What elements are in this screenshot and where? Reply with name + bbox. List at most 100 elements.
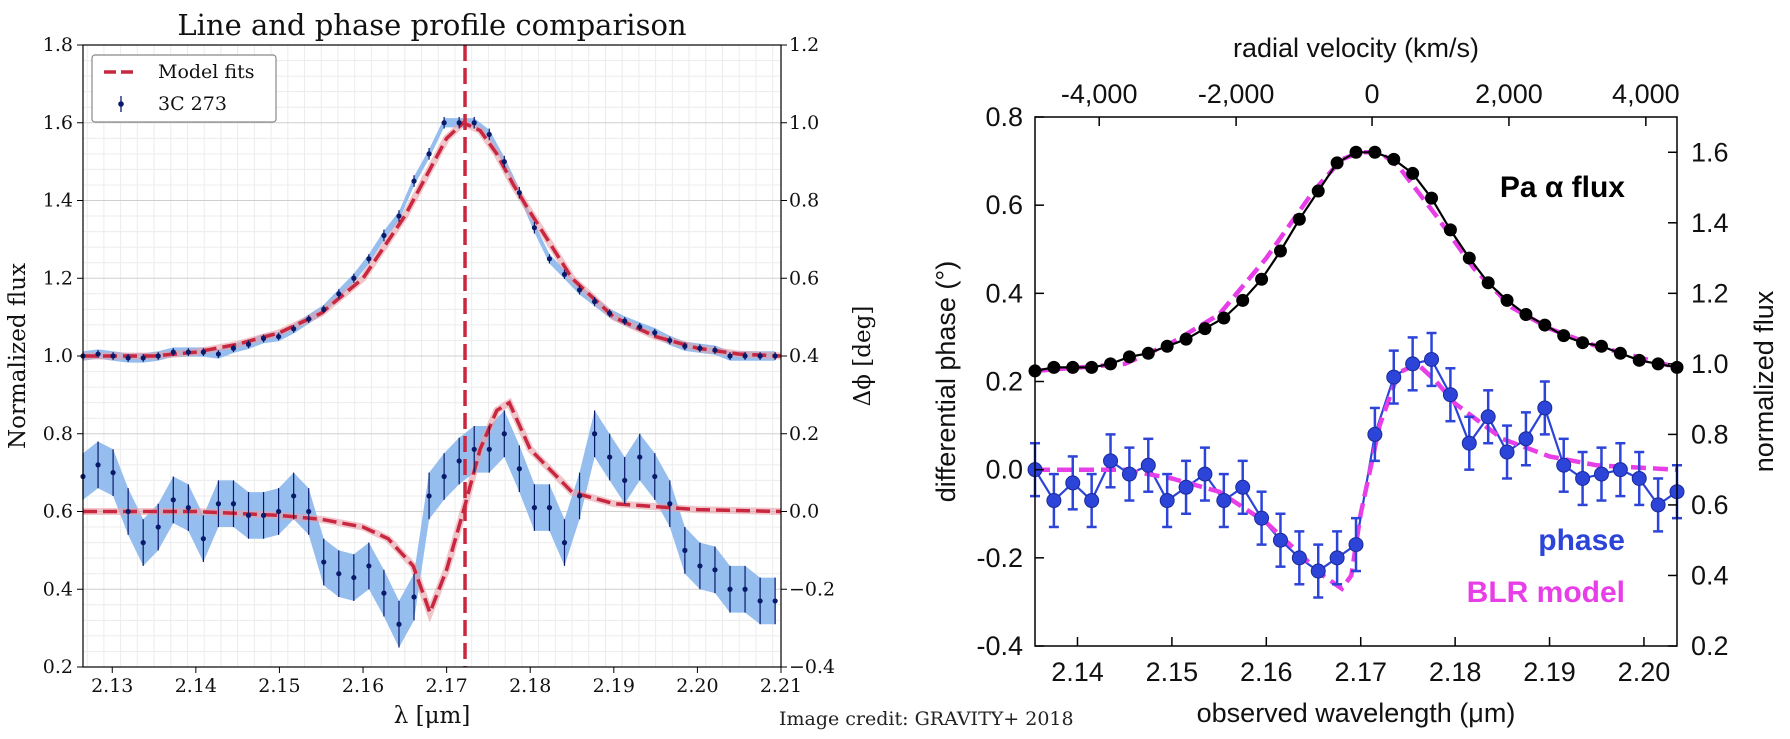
left-phase-point xyxy=(125,508,131,515)
right-model-phase-line xyxy=(1035,361,1678,592)
right-chart: 2.14 2.15 2.16 2.17 2.18 2.19 2.20 -4,000 -2,000… xyxy=(931,33,1779,728)
left-y-tick-label: 1.8 xyxy=(43,34,73,56)
right-phase-point xyxy=(1348,537,1364,553)
right-x-tick-label: 2.20 xyxy=(1618,657,1671,687)
right-flux-point xyxy=(1273,244,1287,258)
left-flux-point xyxy=(531,225,538,231)
right-phase-point xyxy=(1254,510,1270,526)
right-flux-point xyxy=(1594,339,1608,353)
left-flux-point xyxy=(772,353,778,359)
right-phase-point xyxy=(1612,462,1628,478)
left-phase-point xyxy=(155,524,161,530)
right-flux-point xyxy=(1122,350,1136,364)
right-flux-point xyxy=(1462,251,1476,265)
left-y2-tick-label: 0.0 xyxy=(789,501,819,523)
right-phase-point xyxy=(1499,444,1515,460)
right-phase-point xyxy=(1291,550,1307,566)
left-y-tick-label: 0.8 xyxy=(43,423,73,445)
right-y2-tick-label: 1.6 xyxy=(1691,137,1729,167)
left-y-label: Normalized flux xyxy=(5,263,31,449)
left-phase-point xyxy=(727,586,733,592)
left-phase-point xyxy=(230,501,237,507)
right-phase-point xyxy=(1159,493,1175,509)
right-y-tick-label: 0.0 xyxy=(985,455,1023,485)
right-x-tick-label: 2.17 xyxy=(1334,657,1387,687)
left-phase-point xyxy=(351,574,357,581)
left-phase-point xyxy=(757,598,763,604)
left-flux-point xyxy=(516,190,522,196)
right-flux-point xyxy=(1538,318,1552,332)
right-flux-point xyxy=(1557,329,1571,343)
left-phase-point xyxy=(260,512,267,518)
left-flux-point xyxy=(170,349,176,355)
right-phase-point xyxy=(1103,453,1119,469)
left-phase-point xyxy=(591,431,598,437)
right-y-tick-label: 0.8 xyxy=(985,102,1023,132)
right-x-tick-label: 2.14 xyxy=(1051,657,1104,687)
left-flux-point xyxy=(411,178,417,184)
right-flux-point xyxy=(1047,360,1061,374)
right-y2-tick-label: 1.4 xyxy=(1691,208,1729,238)
left-flux-point xyxy=(245,341,252,347)
left-phase-point xyxy=(667,501,673,507)
right-y-label: differential phase (°) xyxy=(931,261,961,502)
left-phase-point xyxy=(531,505,538,511)
left-phase-point xyxy=(501,431,507,437)
left-flux-point xyxy=(456,120,462,126)
right-flux-point xyxy=(1311,184,1325,198)
left-flux-point xyxy=(426,151,432,157)
left-phase-point xyxy=(561,540,568,546)
left-phase-point xyxy=(652,473,658,480)
right-flux-point xyxy=(1576,336,1590,350)
right-phase-point xyxy=(1650,497,1666,513)
left-phase-point xyxy=(516,466,522,472)
left-flux-point xyxy=(155,353,161,359)
left-y-tick-label: 1.6 xyxy=(43,112,73,134)
right-y-tick-label: -0.4 xyxy=(976,631,1023,661)
left-flux-point xyxy=(546,256,553,262)
right-phase-point xyxy=(1556,457,1572,473)
right-y-tick-label: -0.2 xyxy=(976,543,1023,573)
left-legend-data-label: 3C 273 xyxy=(158,93,227,115)
left-flux-point xyxy=(682,343,688,349)
right-x2-tick-label: 4,000 xyxy=(1612,79,1680,109)
left-flux-point xyxy=(622,318,628,324)
left-phase-point xyxy=(742,586,748,592)
left-phase-point xyxy=(637,454,643,460)
right-flux-point xyxy=(1330,156,1344,170)
left-phase-point xyxy=(607,454,613,460)
left-y-tick-label: 0.4 xyxy=(43,578,73,600)
left-legend: Model fits 3C 273 xyxy=(91,54,277,123)
right-phase-point xyxy=(1121,466,1137,482)
left-phase-point xyxy=(306,508,312,515)
left-phase-point xyxy=(697,563,703,569)
left-flux-point xyxy=(591,298,598,305)
right-y2-tick-label: 1.0 xyxy=(1691,349,1729,379)
left-flux-point xyxy=(125,355,131,361)
right-phase-point xyxy=(1518,431,1534,447)
left-flux-point xyxy=(351,275,357,281)
right-phase-point xyxy=(1065,475,1081,491)
left-x-tick-label: 2.17 xyxy=(425,675,467,697)
left-x-tick-label: 2.21 xyxy=(760,675,802,697)
left-flux-point xyxy=(306,316,312,322)
left-phase-point xyxy=(170,497,176,503)
left-flux-point xyxy=(291,326,297,332)
left-phase-point xyxy=(276,508,282,515)
left-flux-point xyxy=(637,324,643,330)
right-y2-tick-label: 0.2 xyxy=(1691,631,1729,661)
left-flux-point xyxy=(230,345,237,351)
right-y2-label: normalized flux xyxy=(1749,290,1779,472)
left-flux-point xyxy=(757,353,763,359)
left-phase-point xyxy=(546,505,553,511)
right-phase-points xyxy=(1027,331,1685,599)
right-y-tick-label: 0.4 xyxy=(985,278,1023,308)
left-y2-tick-label: −0.4 xyxy=(789,656,835,678)
left-legend-data-marker xyxy=(118,101,124,107)
left-flux-point xyxy=(396,213,402,219)
left-chart: 2.13 2.14 2.15 2.16 2.17 2.18 2.19 2.20 2.21 0.2 0… xyxy=(5,8,876,729)
right-x2-label: radial velocity (km/s) xyxy=(1233,33,1479,63)
left-flux-point xyxy=(667,337,673,344)
right-x-tick-label: 2.19 xyxy=(1523,657,1576,687)
